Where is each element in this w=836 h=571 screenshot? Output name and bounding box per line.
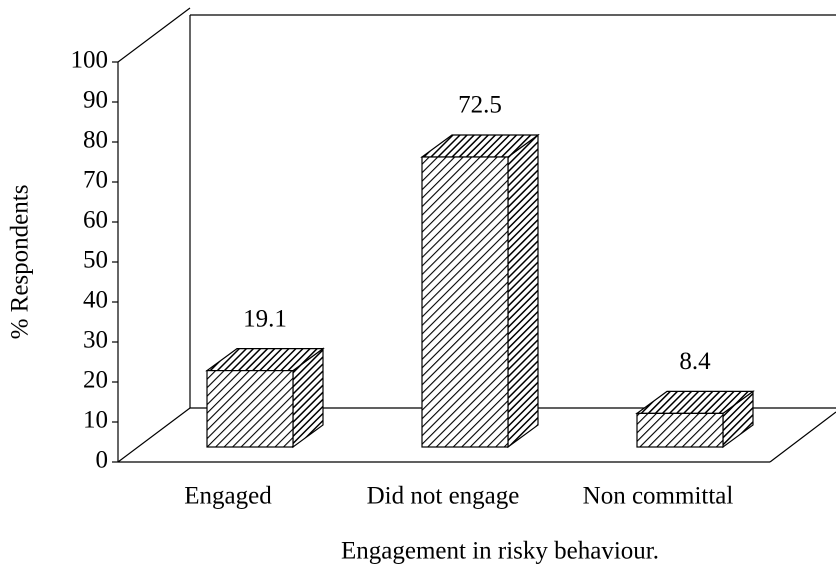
y-tick-label: 60 [83, 207, 108, 234]
data-label: 72.5 [458, 92, 502, 119]
y-tick-label: 70 [83, 167, 108, 194]
y-tick-label: 10 [83, 407, 108, 434]
y-tick-label: 90 [83, 87, 108, 114]
y-tick-label: 100 [71, 47, 109, 74]
y-tick-label: 80 [83, 127, 108, 154]
bar [636, 412, 724, 448]
bar [206, 370, 294, 448]
y-tick-label: 0 [96, 447, 109, 474]
data-label: 8.4 [679, 348, 711, 375]
plot-frame [117, 7, 836, 463]
bar [421, 156, 509, 448]
x-axis-title: Engagement in risky behaviour. [341, 538, 659, 565]
x-tick-label: Did not engage [367, 483, 520, 510]
y-axis-title: % Respondents [7, 185, 34, 340]
x-tick-label: Non committal [583, 483, 734, 510]
y-tick-label: 30 [83, 327, 108, 354]
x-tick-label: Engaged [184, 483, 272, 510]
y-tick-label: 20 [83, 367, 108, 394]
data-label: 19.1 [243, 305, 287, 332]
bar-side [507, 133, 539, 449]
y-tick-label: 40 [83, 287, 108, 314]
y-tick-label: 50 [83, 247, 108, 274]
